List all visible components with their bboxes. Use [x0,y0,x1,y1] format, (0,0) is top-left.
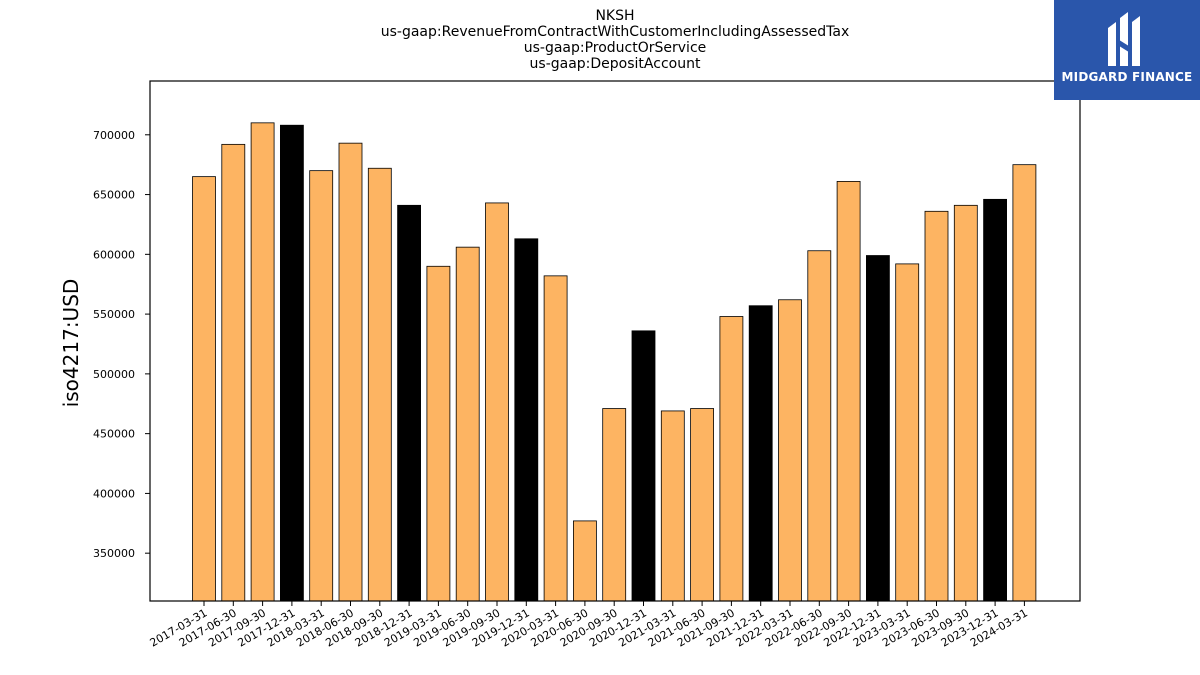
bar-2018-12-31 [397,204,422,602]
bar-2020-06-30 [573,520,597,602]
bar-2023-12-31 [983,198,1007,602]
bar-2020-12-31 [631,330,656,602]
bar-2017-09-30 [250,122,275,602]
x-axis: 2017-03-312017-06-302017-09-302017-12-31… [148,601,1030,650]
logo-text: MIDGARD FINANCE [1061,70,1193,84]
bar-2023-09-30 [953,204,978,602]
title-line-2: us-gaap:ProductOrService [524,40,707,56]
y-tick-label-400000: 400000 [93,487,135,500]
bars [192,122,1037,602]
bar-2022-12-31 [866,255,890,602]
bar-2019-12-31 [514,238,539,602]
title-line-3: us-gaap:DepositAccount [530,56,701,72]
y-tick-label-650000: 650000 [93,189,135,202]
bar-2019-03-31 [426,265,451,602]
bar-2021-09-30 [719,316,744,602]
bar-2020-03-31 [543,275,568,602]
bar-2021-03-31 [660,410,685,602]
y-tick-label-700000: 700000 [93,129,135,142]
y-tick-label-500000: 500000 [93,368,135,381]
bar-2022-06-30 [807,250,832,602]
bar-2017-06-30 [221,143,246,602]
y-tick-label-550000: 550000 [93,308,135,321]
y-tick-label-600000: 600000 [93,248,135,261]
y-axis: 350000 400000 450000 500000 550000 600000 6500… [93,129,150,560]
bar-2021-12-31 [748,305,773,602]
title-line-1: us-gaap:RevenueFromContractWithCustomerI… [381,24,850,40]
bar-2018-09-30 [367,167,392,602]
logo-mark-icon [1108,12,1140,66]
bar-2023-06-30 [924,210,949,602]
bar-2023-03-31 [895,263,920,602]
bar-2022-09-30 [836,181,861,602]
y-tick-label-350000: 350000 [93,547,135,560]
bar-2019-06-30 [455,246,480,602]
chart-title: NKSHus-gaap:RevenueFromContractWithCusto… [381,8,850,72]
bar-2018-06-30 [338,142,363,602]
bar-2017-12-31 [279,124,304,602]
title-line-0: NKSH [595,8,634,24]
bar-2018-03-31 [309,170,334,602]
y-axis-label: iso4217:USD [59,279,83,408]
y-tick-label-450000: 450000 [93,428,135,441]
bar-2019-09-30 [485,202,509,602]
bar-2024-03-31 [1012,164,1037,602]
bar-2020-09-30 [602,408,627,602]
brand-logo: MIDGARD FINANCE [1054,0,1200,100]
bar-2022-03-31 [778,299,802,602]
bar-2021-06-30 [690,408,714,602]
bar-2017-03-31 [192,176,216,602]
plot-frame [149,80,1081,602]
